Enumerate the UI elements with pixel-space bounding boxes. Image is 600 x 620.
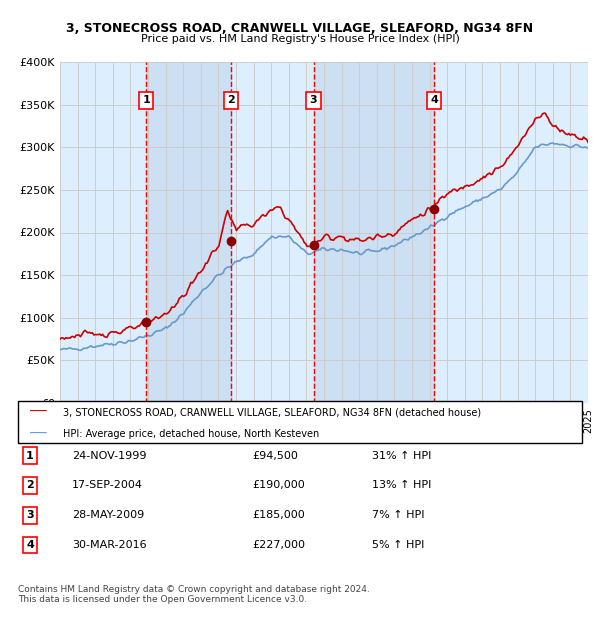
Text: 3, STONECROSS ROAD, CRANWELL VILLAGE, SLEAFORD, NG34 8FN (detached house): 3, STONECROSS ROAD, CRANWELL VILLAGE, SL…: [63, 407, 481, 417]
Text: HPI: Average price, detached house, North Kesteven: HPI: Average price, detached house, Nort…: [63, 429, 319, 439]
Text: ——: ——: [30, 427, 47, 441]
Text: 17-SEP-2004: 17-SEP-2004: [72, 480, 143, 490]
Text: 3: 3: [310, 95, 317, 105]
Text: HPI: Average price, detached house, North Kesteven: HPI: Average price, detached house, Nort…: [63, 429, 319, 439]
Text: 30-MAR-2016: 30-MAR-2016: [72, 540, 146, 550]
Text: Price paid vs. HM Land Registry's House Price Index (HPI): Price paid vs. HM Land Registry's House …: [140, 34, 460, 44]
Text: 13% ↑ HPI: 13% ↑ HPI: [372, 480, 431, 490]
Text: 1: 1: [142, 95, 150, 105]
Text: 2: 2: [227, 95, 235, 105]
Text: 1: 1: [26, 451, 34, 461]
Text: £185,000: £185,000: [252, 510, 305, 520]
Text: ——: ——: [30, 427, 47, 441]
Text: 24-NOV-1999: 24-NOV-1999: [72, 451, 146, 461]
Text: £190,000: £190,000: [252, 480, 305, 490]
Text: 3: 3: [26, 510, 34, 520]
Text: Contains HM Land Registry data © Crown copyright and database right 2024.
This d: Contains HM Land Registry data © Crown c…: [18, 585, 370, 604]
Text: 4: 4: [430, 95, 438, 105]
Bar: [314, 62, 434, 403]
Text: £227,000: £227,000: [252, 540, 305, 550]
Text: 7% ↑ HPI: 7% ↑ HPI: [372, 510, 425, 520]
Text: 3, STONECROSS ROAD, CRANWELL VILLAGE, SLEAFORD, NG34 8FN: 3, STONECROSS ROAD, CRANWELL VILLAGE, SL…: [67, 22, 533, 35]
Text: 28-MAY-2009: 28-MAY-2009: [72, 510, 144, 520]
Text: 31% ↑ HPI: 31% ↑ HPI: [372, 451, 431, 461]
Text: 5% ↑ HPI: 5% ↑ HPI: [372, 540, 424, 550]
Bar: [146, 62, 231, 403]
Text: £94,500: £94,500: [252, 451, 298, 461]
Text: ——: ——: [30, 405, 47, 419]
Text: ——: ——: [30, 405, 47, 419]
Text: 4: 4: [26, 540, 34, 550]
Text: 3, STONECROSS ROAD, CRANWELL VILLAGE, SLEAFORD, NG34 8FN (detached house): 3, STONECROSS ROAD, CRANWELL VILLAGE, SL…: [63, 407, 481, 417]
Text: 2: 2: [26, 480, 34, 490]
